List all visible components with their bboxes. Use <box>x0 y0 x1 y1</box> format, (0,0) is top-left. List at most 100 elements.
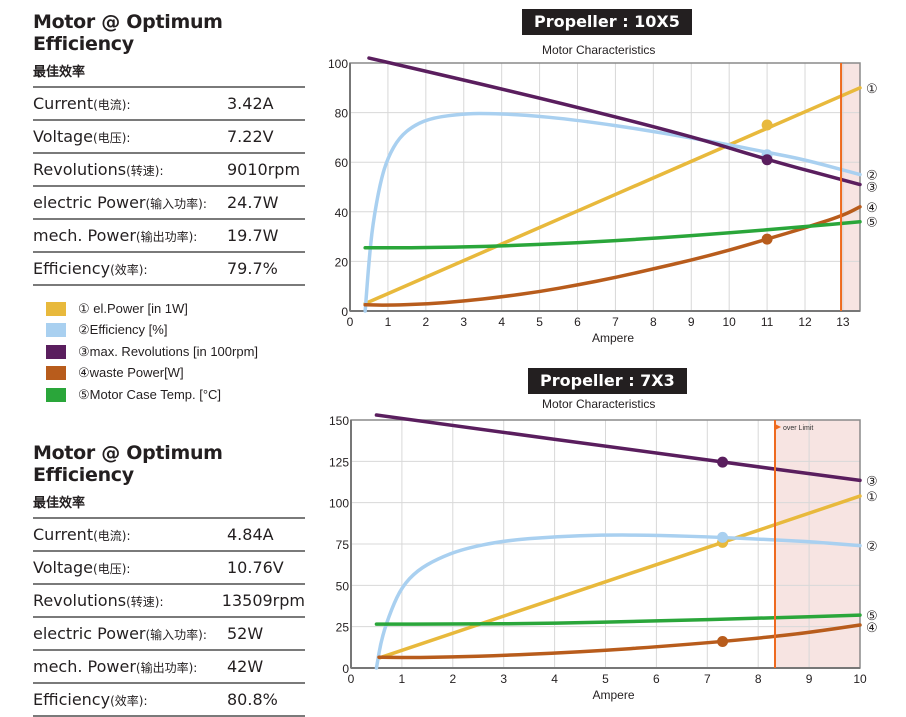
chart-legend: ① el.Power [in 1W] ②Efficiency [%] ③max.… <box>46 298 258 406</box>
panel-title: Motor @ Optimum Efficiency <box>33 11 223 55</box>
spec-value: 24.7W <box>227 193 279 212</box>
spec-value: 10.76V <box>227 558 284 577</box>
legend-swatch <box>46 344 66 359</box>
y-tick-label: 60 <box>335 156 349 170</box>
spec-row-current: Current(电流): 4.84A <box>33 517 305 550</box>
x-tick-label: 3 <box>460 315 467 329</box>
legend-swatch <box>46 387 66 402</box>
y-tick-label: 40 <box>335 206 349 220</box>
series-tag-label: ③ <box>866 180 878 195</box>
spec-row-electric-power: electric Power(输入功率): 52W <box>33 616 305 649</box>
spec-table: Current(电流): 4.84A Voltage(电压): 10.76V Rev… <box>33 517 305 717</box>
legend-item-efficiency: ②Efficiency [%] <box>46 320 258 342</box>
x-tick-label: 11 <box>761 315 774 329</box>
x-tick-label: 1 <box>385 315 392 329</box>
y-tick-label: 80 <box>335 107 349 121</box>
spec-value: 7.22V <box>227 127 274 146</box>
spec-row-voltage: Voltage(电压): 10.76V <box>33 550 305 583</box>
operating-point-marker <box>761 233 773 245</box>
x-axis-label: Ampere <box>592 688 634 702</box>
legend-item-motor-case-temp: ⑤Motor Case Temp. [°C] <box>46 384 258 406</box>
over-limit-label: over Limit <box>783 425 813 432</box>
propeller-banner-2: Propeller : 7X3 <box>528 368 687 394</box>
x-tick-label: 6 <box>574 315 581 329</box>
legend-swatch <box>46 323 66 338</box>
x-tick-label: 9 <box>806 672 813 686</box>
series-line <box>374 413 862 483</box>
legend-item-waste-power: ④waste Power[W] <box>46 363 258 385</box>
series-tag-label: ③ <box>866 473 878 488</box>
x-tick-label: 4 <box>551 672 558 686</box>
panel-title: Motor @ Optimum Efficiency <box>33 442 223 486</box>
series-line <box>363 86 862 306</box>
x-tick-label: 4 <box>498 315 505 329</box>
x-tick-label: 5 <box>536 315 543 329</box>
y-tick-label: 100 <box>329 497 349 511</box>
operating-point-marker <box>717 636 729 648</box>
y-tick-label: 0 <box>341 305 348 319</box>
optimum-efficiency-panel-2: Motor @ Optimum Efficiency 最佳效率 Current(… <box>33 442 305 717</box>
x-tick-label: 7 <box>612 315 619 329</box>
x-tick-label: 1 <box>399 672 406 686</box>
series-line <box>377 494 862 660</box>
spec-row-revolutions: Revolutions(转速): 13509rpm <box>33 583 305 616</box>
y-tick-label: 25 <box>336 621 350 635</box>
legend-item-el-power: ① el.Power [in 1W] <box>46 298 258 320</box>
spec-row-voltage: Voltage(电压): 7.22V <box>33 119 305 152</box>
legend-swatch <box>46 366 66 381</box>
y-tick-label: 20 <box>335 255 349 269</box>
spec-value: 80.8% <box>227 690 278 709</box>
y-tick-label: 75 <box>336 538 350 552</box>
series-tag-label: ① <box>866 81 878 96</box>
propeller-banner-1: Propeller : 10X5 <box>522 9 692 35</box>
spec-row-current: Current(电流): 3.42A <box>33 86 305 119</box>
optimum-efficiency-panel-1: Motor @ Optimum Efficiency 最佳效率 Current(… <box>33 11 305 286</box>
x-tick-label: 12 <box>798 315 812 329</box>
x-tick-label: 2 <box>422 315 429 329</box>
series-tag-label: ⑤ <box>866 608 878 623</box>
spec-value: 4.84A <box>227 525 274 544</box>
operating-point-marker <box>761 119 773 131</box>
series-tag-label: ② <box>866 539 878 554</box>
series-line <box>367 56 862 187</box>
spec-row-revolutions: Revolutions(转速): 9010rpm <box>33 152 305 185</box>
x-tick-label: 7 <box>704 672 711 686</box>
over-limit-region <box>774 420 860 668</box>
y-tick-label: 50 <box>336 579 350 593</box>
panel-subtitle: 最佳效率 <box>33 496 86 511</box>
over-limit-region <box>841 63 860 311</box>
series-tag-label: ④ <box>866 200 878 215</box>
spec-row-mech-power: mech. Power(输出功率): 42W <box>33 649 305 682</box>
operating-point-marker <box>717 531 729 543</box>
operating-point-marker <box>761 149 773 161</box>
y-tick-label: 0 <box>342 662 349 676</box>
over-limit-arrow-icon <box>774 424 781 430</box>
x-tick-label: 10 <box>723 315 737 329</box>
legend-item-max-revolutions: ③max. Revolutions [in 100rpm] <box>46 341 258 363</box>
spec-value: 19.7W <box>227 226 279 245</box>
plot-frame <box>350 419 861 669</box>
x-tick-label: 8 <box>650 315 657 329</box>
spec-value: 52W <box>227 624 264 643</box>
x-tick-label: 8 <box>755 672 762 686</box>
spec-value: 79.7% <box>227 259 278 278</box>
x-tick-label: 10 <box>853 672 867 686</box>
operating-point-marker <box>717 536 729 548</box>
spec-value: 13509rpm <box>221 591 305 610</box>
y-tick-label: 150 <box>329 414 349 428</box>
x-tick-label: 13 <box>836 315 850 329</box>
series-line <box>374 533 862 670</box>
spec-row-efficiency: Efficiency(效率): 79.7% <box>33 251 305 286</box>
y-tick-label: 125 <box>329 455 349 469</box>
chart-title-2: Motor Characteristics <box>542 397 656 411</box>
spec-value: 42W <box>227 657 264 676</box>
series-tag-label: ① <box>866 489 878 504</box>
spec-row-efficiency: Efficiency(效率): 80.8% <box>33 682 305 717</box>
series-tag-label: ⑤ <box>866 215 878 230</box>
spec-value: 3.42A <box>227 94 274 113</box>
spec-value: 9010rpm <box>227 160 301 179</box>
series-line <box>377 623 862 660</box>
x-tick-label: 0 <box>347 315 354 329</box>
x-tick-label: 5 <box>602 672 609 686</box>
